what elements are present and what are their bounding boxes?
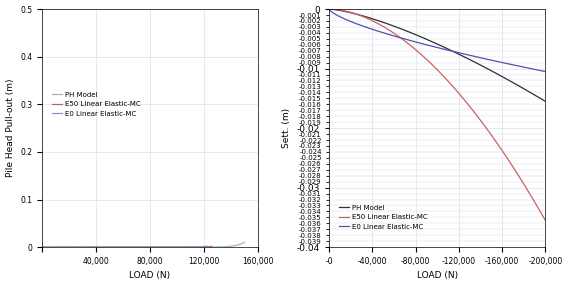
- Y-axis label: Pile Head Pull-out (m): Pile Head Pull-out (m): [6, 79, 15, 177]
- PH Model: [542, 100, 549, 103]
- E50 Linear Elastic-MC: [542, 219, 549, 222]
- E0 Linear Elastic-MC: [161, 245, 168, 249]
- PH Model: [205, 245, 212, 249]
- E50 Linear Elastic-MC: [456, 92, 462, 95]
- E50 Linear Elastic-MC: [209, 245, 216, 248]
- Y-axis label: Sett. (m): Sett. (m): [282, 108, 291, 148]
- E50 Linear Elastic-MC: [326, 7, 333, 11]
- E0 Linear Elastic-MC: [456, 51, 462, 54]
- E50 Linear Elastic-MC: [141, 245, 148, 249]
- E0 Linear Elastic-MC: [466, 53, 473, 57]
- E0 Linear Elastic-MC: [503, 62, 510, 65]
- Legend: PH Model, E50 Linear Elastic-MC, E0 Linear Elastic-MC: PH Model, E50 Linear Elastic-MC, E0 Line…: [50, 90, 143, 119]
- PH Model: [326, 7, 333, 11]
- E0 Linear Elastic-MC: [146, 245, 153, 249]
- E0 Linear Elastic-MC: [203, 244, 210, 248]
- Line: E0 Linear Elastic-MC: E0 Linear Elastic-MC: [42, 246, 207, 247]
- E50 Linear Elastic-MC: [149, 245, 156, 249]
- E0 Linear Elastic-MC: [137, 245, 144, 249]
- E50 Linear Elastic-MC: [408, 45, 415, 48]
- E50 Linear Elastic-MC: [165, 245, 172, 249]
- PH Model: [76, 245, 82, 249]
- E50 Linear Elastic-MC: [503, 156, 510, 159]
- E50 Linear Elastic-MC: [178, 245, 185, 249]
- E0 Linear Elastic-MC: [102, 245, 108, 249]
- PH Model: [487, 69, 494, 72]
- Line: E0 Linear Elastic-MC: E0 Linear Elastic-MC: [329, 9, 545, 72]
- E0 Linear Elastic-MC: [69, 245, 76, 249]
- PH Model: [170, 245, 177, 249]
- E50 Linear Elastic-MC: [103, 245, 110, 249]
- E0 Linear Elastic-MC: [365, 26, 372, 30]
- PH Model: [456, 52, 462, 56]
- E0 Linear Elastic-MC: [326, 7, 333, 11]
- E0 Linear Elastic-MC: [174, 245, 181, 249]
- E50 Linear Elastic-MC: [466, 105, 473, 108]
- Line: E50 Linear Elastic-MC: E50 Linear Elastic-MC: [329, 9, 545, 221]
- PH Model: [116, 245, 123, 249]
- PH Model: [503, 78, 510, 81]
- Legend: PH Model, E50 Linear Elastic-MC, E0 Linear Elastic-MC: PH Model, E50 Linear Elastic-MC, E0 Line…: [337, 203, 430, 232]
- PH Model: [190, 245, 197, 249]
- E0 Linear Elastic-MC: [487, 58, 494, 62]
- X-axis label: LOAD (N): LOAD (N): [417, 271, 458, 281]
- Line: PH Model: PH Model: [329, 9, 545, 101]
- E50 Linear Elastic-MC: [69, 245, 76, 249]
- E50 Linear Elastic-MC: [39, 245, 45, 249]
- E0 Linear Elastic-MC: [542, 70, 549, 73]
- E0 Linear Elastic-MC: [408, 39, 415, 43]
- PH Model: [39, 245, 45, 249]
- PH Model: [466, 58, 473, 61]
- PH Model: [160, 245, 167, 249]
- E50 Linear Elastic-MC: [487, 132, 494, 136]
- PH Model: [365, 16, 372, 19]
- Line: PH Model: PH Model: [42, 242, 245, 247]
- PH Model: [408, 31, 415, 35]
- X-axis label: LOAD (N): LOAD (N): [130, 271, 170, 281]
- E50 Linear Elastic-MC: [365, 17, 372, 21]
- E0 Linear Elastic-MC: [39, 245, 45, 249]
- PH Model: [241, 241, 248, 244]
